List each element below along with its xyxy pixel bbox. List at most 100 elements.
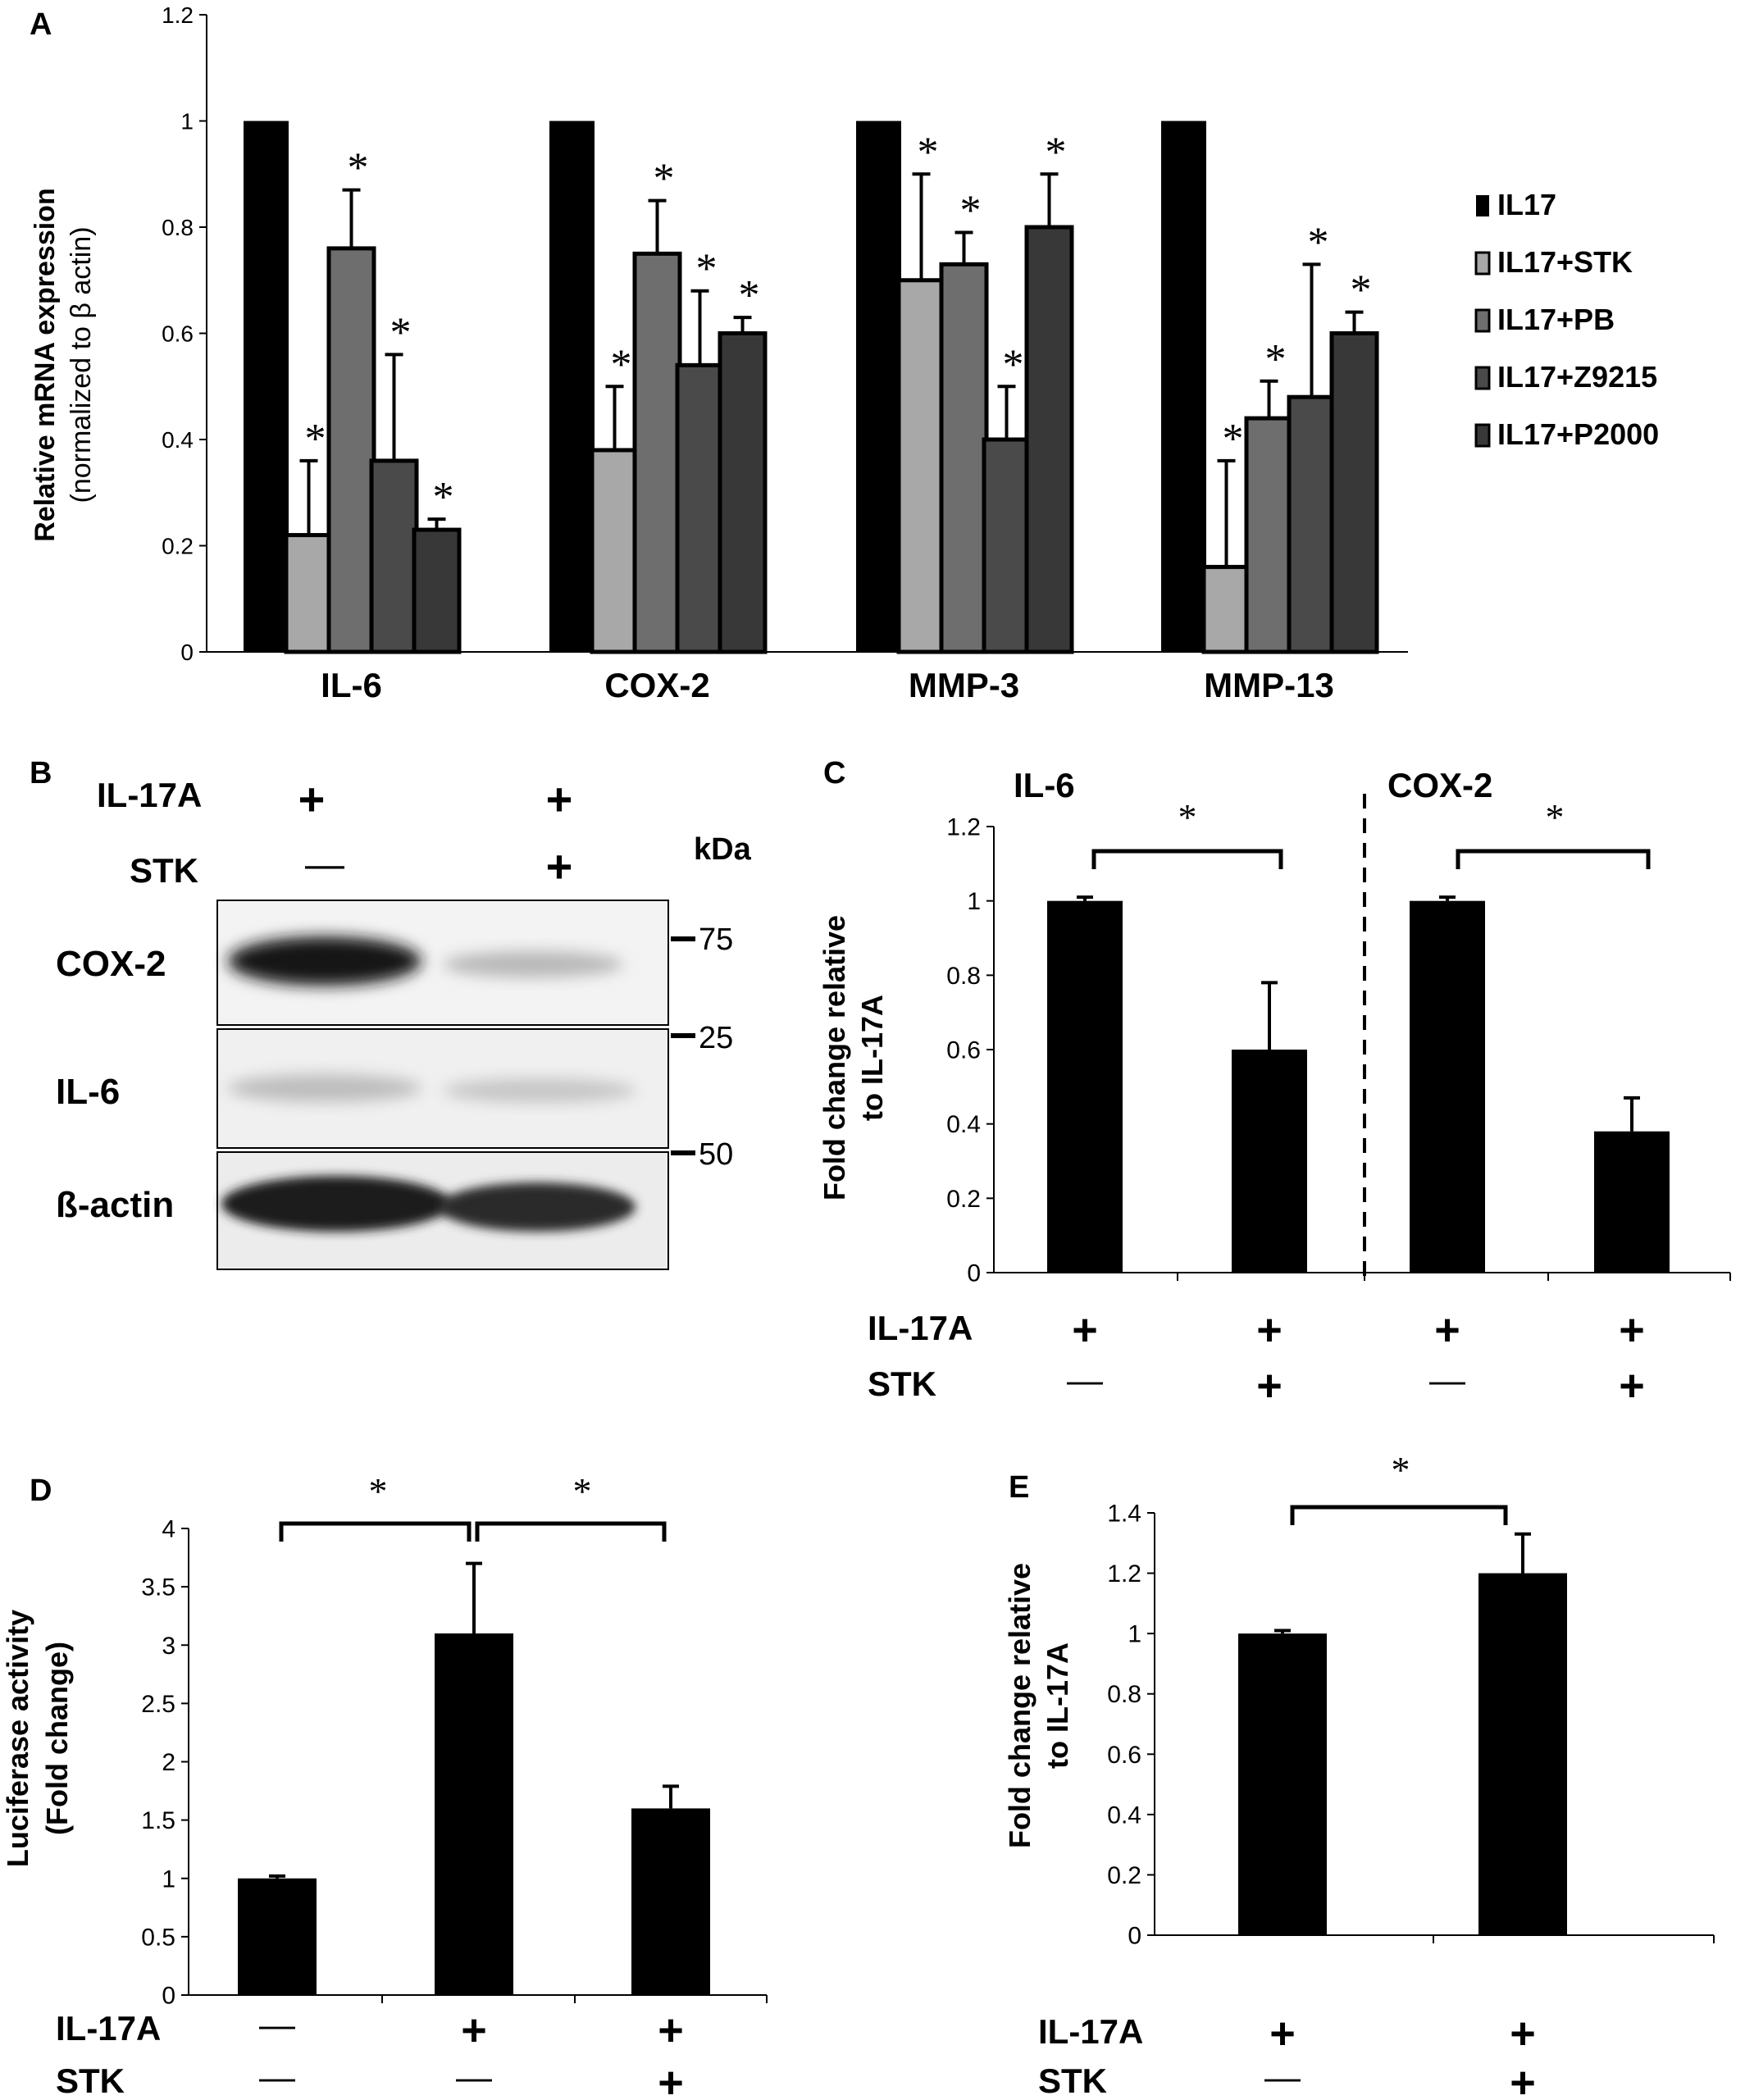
panel-e-significance-bracket xyxy=(1290,1505,1508,1525)
panel-a-bar-il17-z9215 xyxy=(369,458,419,654)
panel-d-y-label: Luciferase activity xyxy=(1,1610,34,1867)
panel-c-significance-star: * xyxy=(1546,796,1565,838)
panel-a-bar-il17 xyxy=(856,121,901,652)
panel-a-bar-il17-pb xyxy=(326,246,376,654)
panel-d-plus-sign: + xyxy=(658,2006,684,2055)
panel-a-category-label: MMP-13 xyxy=(1204,666,1334,704)
panel-e-y-label-2: to IL-17A xyxy=(1041,1642,1074,1769)
panel-a-significance-star: * xyxy=(1308,219,1329,266)
panel-a-ytick-label: 1.2 xyxy=(162,2,194,28)
panel-a-letter: A xyxy=(30,7,52,42)
panel-d-plus-sign: + xyxy=(658,2058,684,2100)
panel-a-bar-il17-pb xyxy=(632,251,682,654)
panel-a-bar-il17-p2000 xyxy=(1024,225,1074,654)
legend-swatch xyxy=(1474,251,1491,276)
panel-e-ytick-label: 1 xyxy=(1128,1621,1141,1648)
blot-il17a-lane1: + xyxy=(298,773,326,825)
panel-e-y-label: Fold change relative xyxy=(1003,1563,1037,1848)
panel-d-ytick-label: 2 xyxy=(162,1749,175,1776)
panel-d-minus-sign: — xyxy=(456,2057,492,2098)
panel-c-minus-sign: — xyxy=(1429,1360,1465,1401)
panel-c-plus-sign: + xyxy=(1256,1305,1283,1355)
panel-a-bar-il17-stk xyxy=(590,448,640,654)
panel-d-bar xyxy=(631,1808,710,1995)
panel-d-ytick-label: 1 xyxy=(162,1865,175,1893)
legend-swatch xyxy=(1476,195,1489,216)
panel-a-significance-star: * xyxy=(1265,336,1287,383)
blot-band-cox2-lane2 xyxy=(443,951,623,977)
panel-a-bar-il17-z9215 xyxy=(982,437,1032,654)
panel-a-ytick-label: 0.2 xyxy=(162,533,194,558)
panel-a-bar-il17-pb xyxy=(1244,416,1294,654)
blot-actin-label: ß-actin xyxy=(56,1185,174,1225)
panel-e: E 0 0.2 0.4 0.6 0.8 1 1.2 1.4 * Fold change rel… xyxy=(1003,1449,1715,2100)
panel-c-plus-sign: + xyxy=(1619,1361,1645,1410)
panel-c-plus-sign: + xyxy=(1619,1305,1645,1355)
panel-e-ytick-label: 0.8 xyxy=(1107,1681,1141,1708)
panel-a-significance-star: * xyxy=(1223,416,1244,462)
legend-label: IL17+STK xyxy=(1497,245,1633,279)
blot-band-cox2-lane1 xyxy=(228,936,421,986)
panel-a-bar-il17-z9215 xyxy=(675,362,725,654)
panel-d-ytick-label: 0.5 xyxy=(141,1924,175,1951)
panel-d-plus-sign: + xyxy=(461,2006,487,2055)
panel-d-significance-bracket xyxy=(279,1521,472,1542)
panel-a-bar-il17-stk xyxy=(284,533,334,654)
panel-a-category-label: MMP-3 xyxy=(909,666,1019,704)
panel-e-row-label: STK xyxy=(1038,2061,1107,2100)
panel-e-letter: E xyxy=(1009,1470,1029,1505)
panel-c-bar xyxy=(1594,1131,1670,1273)
panel-d-bar xyxy=(435,1633,513,1995)
panel-a-significance-star: * xyxy=(348,145,369,192)
panel-b: B IL-17A + + STK — + kDa COX-2 IL-6 ß-ac… xyxy=(30,756,752,1270)
panel-a-bar-il17 xyxy=(244,121,289,652)
panel-e-ytick-label: 0.4 xyxy=(1107,1802,1141,1829)
panel-e-bar xyxy=(1478,1573,1567,1935)
panel-c-y-label: Fold change relative xyxy=(818,915,851,1200)
panel-b-letter: B xyxy=(30,756,52,790)
panel-c-ytick-label: 0.6 xyxy=(946,1037,981,1064)
panel-a-ytick-label: 0 xyxy=(180,640,194,665)
legend-swatch xyxy=(1474,308,1491,333)
panel-c-group-il6: IL-6 xyxy=(1014,766,1075,804)
panel-a-significance-star: * xyxy=(739,272,760,319)
panel-d-y-label-2: (Fold change) xyxy=(40,1642,74,1835)
panel-a-bar-il17 xyxy=(1161,121,1206,652)
panel-e-significance-star: * xyxy=(1392,1449,1410,1491)
panel-c-significance-star: * xyxy=(1178,796,1197,838)
panel-d-significance-star: * xyxy=(573,1470,592,1512)
panel-d-bar xyxy=(238,1878,317,1995)
panel-e-ytick-label: 1.2 xyxy=(1107,1560,1141,1588)
panel-c-ytick-label: 0.8 xyxy=(946,963,981,990)
legend-swatch xyxy=(1474,423,1491,448)
panel-a-significance-star: * xyxy=(696,246,718,293)
panel-e-plus-sign: + xyxy=(1510,2058,1536,2100)
panel-c-minus-sign: — xyxy=(1067,1360,1103,1401)
panel-d-minus-sign: — xyxy=(259,2057,295,2098)
legend-label: IL17 xyxy=(1497,188,1556,221)
panel-a-bar-il17-stk xyxy=(896,278,946,654)
panel-a-category-label: COX-2 xyxy=(604,666,709,704)
panel-a-ytick-label: 0.8 xyxy=(162,215,194,240)
panel-c-row-label: STK xyxy=(868,1364,936,1403)
panel-a-bar-il17-z9215 xyxy=(1287,394,1337,654)
panel-c-group-cox2: COX-2 xyxy=(1387,766,1492,804)
blot-marker-50: 50 xyxy=(699,1137,733,1172)
panel-c-significance-bracket xyxy=(1456,849,1651,869)
panel-a-significance-star: * xyxy=(390,309,412,356)
blot-il6-label: IL-6 xyxy=(56,1072,120,1112)
blot-stk-lane1: — xyxy=(305,843,344,886)
panel-a-bar-il17-p2000 xyxy=(1329,331,1379,654)
panel-a-y-label: Relative mRNA expression xyxy=(30,188,61,541)
blot-il17a-lane2: + xyxy=(546,773,573,825)
panel-c: C 0 0.2 0.4 0.6 0.8 1 1.2 * * IL-6 COX-2 Fold c… xyxy=(818,756,1731,1410)
legend-label: IL17+P2000 xyxy=(1497,417,1659,451)
panel-d: D 0 0.5 1 1.5 2 2.5 3 3.5 4 * * Luciferase activi… xyxy=(1,1470,768,2100)
panel-d-ytick-label: 3 xyxy=(162,1633,175,1660)
panel-a-significance-star: * xyxy=(1351,267,1372,314)
panel-a-y-label-2: (normalized to β actin) xyxy=(66,226,97,503)
panel-a-ytick-label: 1 xyxy=(180,108,194,134)
panel-d-row-label: IL-17A xyxy=(56,2009,161,2048)
panel-c-y-label-2: to IL-17A xyxy=(855,995,889,1121)
panel-a-significance-star: * xyxy=(1003,341,1024,388)
